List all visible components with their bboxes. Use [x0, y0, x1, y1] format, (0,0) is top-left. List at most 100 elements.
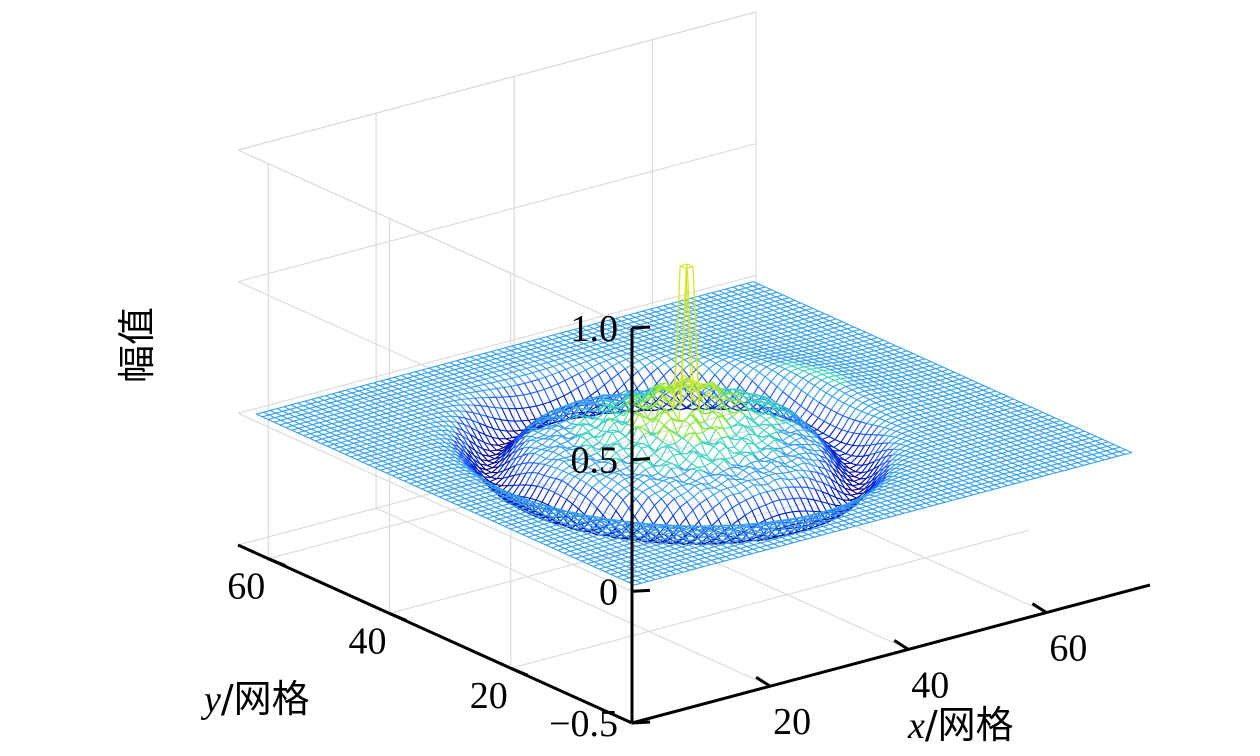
- mesh-segment: [670, 332, 677, 337]
- mesh-segment: [763, 350, 771, 353]
- mesh-segment: [865, 386, 872, 391]
- mesh-segment: [644, 365, 652, 375]
- mesh-segment: [772, 363, 780, 367]
- mesh-segment: [554, 410, 563, 414]
- mesh-segment: [736, 402, 743, 407]
- mesh-segment: [752, 343, 759, 348]
- mesh-segment: [563, 460, 571, 467]
- mesh-segment: [827, 329, 834, 333]
- mesh-segment: [373, 380, 381, 384]
- mesh-segment: [886, 381, 894, 384]
- mesh-segment: [613, 400, 622, 405]
- mesh-segment: [535, 356, 542, 361]
- mesh-segment: [772, 312, 780, 316]
- mesh-segment: [693, 400, 701, 413]
- mesh-segment: [853, 353, 861, 356]
- mesh-segment: [521, 358, 529, 361]
- mesh-segment: [877, 363, 885, 367]
- mesh-segment: [275, 412, 283, 417]
- mesh-segment: [834, 353, 842, 357]
- mesh-segment: [716, 327, 724, 330]
- mesh-segment: [451, 415, 458, 423]
- mesh-segment: [505, 448, 514, 459]
- mesh-segment: [704, 349, 713, 353]
- mesh-segment: [544, 345, 551, 350]
- mesh-segment: [421, 458, 428, 463]
- mesh-segment: [657, 367, 665, 377]
- mesh-segment: [381, 463, 389, 467]
- mesh-segment: [731, 320, 738, 325]
- mesh-segment: [856, 342, 864, 346]
- mesh-segment: [376, 426, 384, 430]
- mesh-segment: [485, 425, 493, 438]
- mesh-segment: [400, 462, 409, 466]
- mesh-segment: [336, 428, 345, 432]
- mesh-segment: [561, 473, 570, 481]
- mesh-segment: [831, 389, 840, 397]
- mesh-segment: [600, 324, 608, 328]
- mesh-segment: [659, 321, 667, 325]
- mesh-segment: [385, 417, 392, 422]
- mesh-segment: [880, 352, 887, 357]
- mesh-segment: [547, 412, 556, 418]
- mesh-segment: [761, 304, 768, 309]
- mesh-segment: [343, 428, 351, 433]
- mesh-segment: [361, 406, 368, 411]
- mesh-segment: [414, 399, 423, 403]
- mesh-segment: [535, 447, 542, 451]
- mesh-segment: [823, 346, 830, 350]
- mesh-segment: [515, 355, 523, 359]
- mesh-segment: [568, 473, 575, 477]
- mesh-segment: [504, 347, 512, 352]
- mesh-segment: [392, 473, 400, 477]
- mesh-segment: [590, 341, 597, 346]
- mesh-segment: [473, 412, 481, 416]
- mesh-segment: [336, 398, 345, 402]
- mesh-segment: [756, 397, 765, 402]
- mesh-segment: [398, 443, 406, 448]
- mesh-segment: [661, 343, 668, 347]
- mesh-segment: [573, 405, 581, 414]
- mesh-segment: [444, 416, 451, 422]
- mesh-segment: [731, 291, 738, 295]
- mesh-segment: [725, 288, 733, 293]
- mesh-segment: [646, 417, 653, 420]
- mesh-segment: [421, 397, 429, 401]
- mesh-segment: [766, 338, 774, 342]
- mesh-segment: [403, 480, 411, 485]
- mesh-segment: [641, 342, 649, 346]
- mesh-segment: [748, 333, 755, 337]
- mesh-segment: [517, 346, 525, 350]
- mesh-segment: [440, 371, 448, 375]
- mesh-segment: [571, 455, 578, 460]
- mesh-segment: [497, 379, 505, 382]
- mesh-segment: [426, 404, 434, 408]
- mesh-segment: [522, 353, 530, 357]
- mesh-segment: [657, 407, 666, 421]
- mesh-segment: [648, 313, 656, 317]
- mesh-segment: [555, 470, 564, 479]
- mesh-segment: [420, 372, 429, 376]
- mesh-segment: [306, 419, 314, 423]
- mesh-segment: [546, 450, 554, 453]
- mesh-segment: [481, 361, 489, 366]
- mesh-segment: [683, 374, 691, 381]
- mesh-segment: [559, 363, 567, 370]
- mesh-segment: [446, 463, 454, 467]
- mesh-segment: [320, 417, 327, 422]
- mesh-segment: [393, 466, 401, 470]
- mesh-segment: [309, 435, 317, 439]
- mesh-segment: [520, 364, 527, 369]
- mesh-segment: [511, 376, 519, 379]
- mesh-segment: [341, 437, 349, 442]
- mesh-segment: [627, 318, 635, 323]
- mesh-segment: [879, 357, 886, 361]
- mesh-segment: [381, 465, 388, 469]
- mesh-segment: [803, 368, 811, 372]
- mesh-segment: [833, 355, 841, 359]
- mesh-segment: [304, 400, 311, 405]
- mesh-segment: [595, 346, 603, 350]
- mesh-segment: [423, 418, 431, 422]
- mesh-segment: [716, 328, 724, 333]
- mesh-segment: [764, 291, 771, 295]
